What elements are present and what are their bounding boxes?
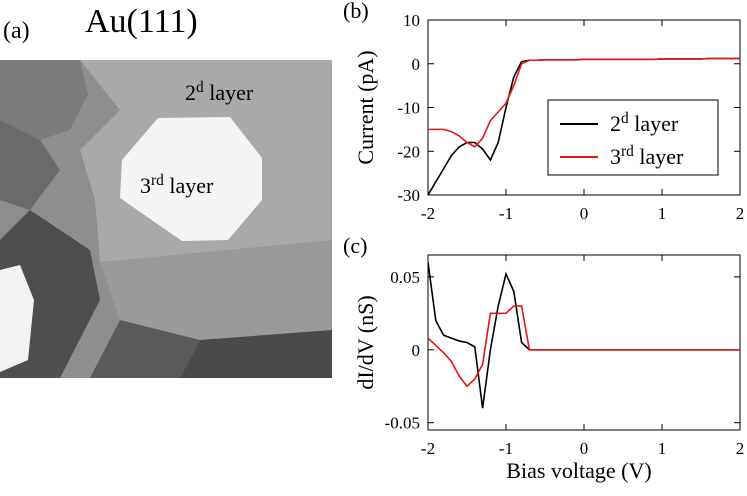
label-sup: d [196, 79, 204, 96]
y-tick-label: -10 [397, 99, 420, 118]
layer-label: 2d layer [185, 79, 254, 106]
label-sup: d [621, 110, 629, 127]
x-tick-label: 2 [736, 439, 745, 458]
left-terrace [0, 60, 88, 140]
y-tick-label: 0 [412, 55, 421, 74]
bright-island [120, 117, 262, 241]
x-tick-label: 2 [736, 204, 745, 223]
label-base: 2 [610, 111, 621, 136]
legend-box [547, 99, 719, 176]
image-title: Au(111) [85, 3, 198, 40]
y-tick-label: -0.05 [385, 414, 420, 433]
layer-label: 3rd layer [140, 172, 214, 199]
legend-label: 2d layer [610, 110, 679, 137]
panel-label: (b) [343, 0, 369, 23]
bright-island-left [0, 265, 34, 372]
label-rest: layer [634, 144, 684, 169]
x-tick-label: 0 [580, 204, 589, 223]
y-tick-label: 0.05 [390, 268, 420, 287]
x-axis-label: Bias voltage (V) [506, 458, 651, 483]
middle-terrace [100, 240, 332, 340]
series-line [428, 57, 740, 148]
y-tick-label: -20 [397, 142, 420, 161]
label-base: 3 [140, 173, 151, 198]
y-tick-label: -30 [397, 186, 420, 205]
dark-step [0, 120, 60, 210]
y-axis-label: dI/dV (nS) [353, 295, 378, 389]
label-rest: layer [164, 173, 214, 198]
plot-frame [427, 254, 741, 431]
panel-label: (a) [3, 18, 30, 44]
series-line [428, 262, 740, 409]
label-rest: layer [204, 80, 254, 105]
label-sup: rd [621, 143, 634, 160]
x-tick-label: 1 [658, 204, 667, 223]
x-tick-label: -1 [499, 439, 513, 458]
x-tick-label: 1 [658, 439, 667, 458]
series-line [428, 305, 740, 388]
x-tick-label: -2 [421, 204, 435, 223]
legend-label: 3rd layer [610, 143, 684, 170]
label-rest: layer [629, 111, 679, 136]
x-tick-label: -1 [499, 204, 513, 223]
y-tick-label: 0 [412, 341, 421, 360]
dark-corner [180, 330, 332, 378]
label-base: 2 [185, 80, 196, 105]
panel-label: (c) [343, 233, 367, 258]
stm-image [0, 60, 332, 378]
x-tick-label: -2 [421, 439, 435, 458]
label-sup: rd [151, 172, 164, 189]
x-tick-label: 0 [580, 439, 589, 458]
y-axis-label: Current (pA) [353, 50, 378, 164]
y-tick-label: 10 [403, 11, 420, 30]
label-base: 3 [610, 144, 621, 169]
dark-bottom [90, 320, 200, 378]
